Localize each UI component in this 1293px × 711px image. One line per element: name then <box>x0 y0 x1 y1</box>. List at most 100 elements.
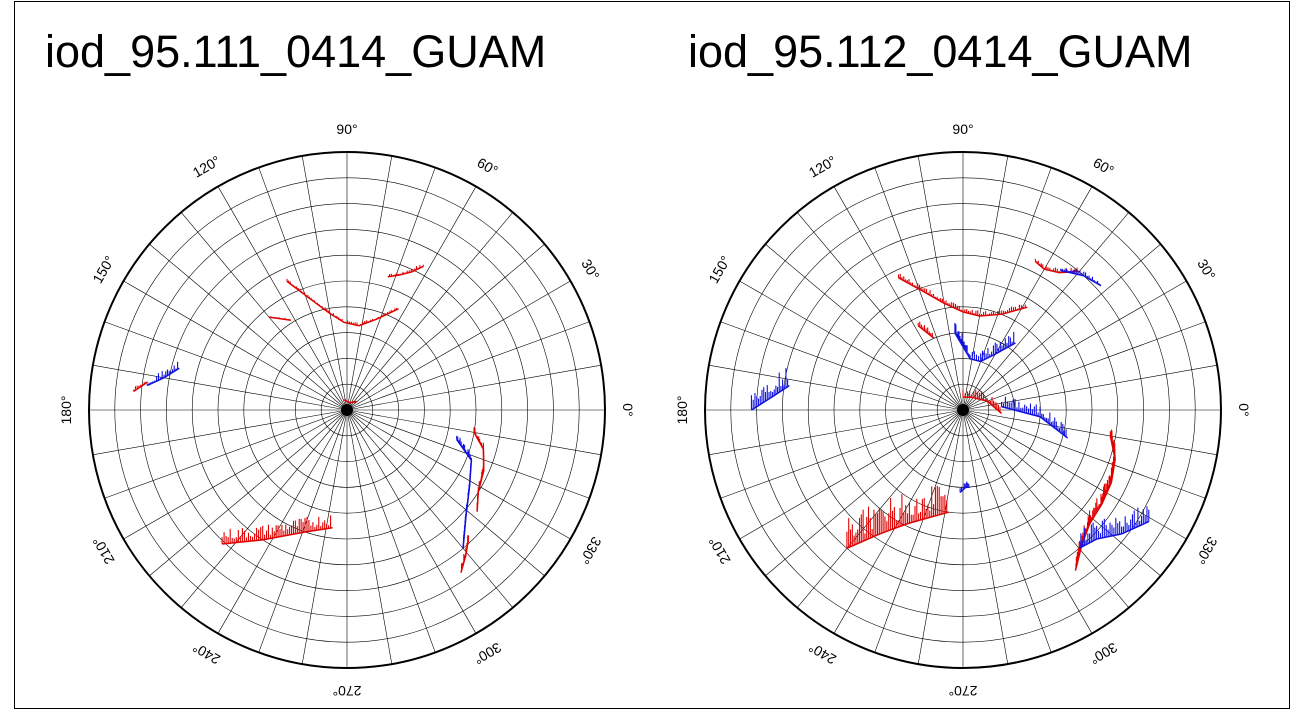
negative-track <box>750 368 790 411</box>
grid-spoke <box>346 409 545 577</box>
grid-spoke <box>217 409 348 634</box>
negative-track <box>954 322 1016 363</box>
grid-spoke <box>180 409 348 608</box>
grid-spoke <box>962 212 1130 411</box>
center-dot <box>341 404 353 416</box>
grid-spoke <box>833 186 964 411</box>
grid-spoke <box>962 243 1161 411</box>
chart-title-right: iod_95.112_0414_GUAM <box>688 26 1193 77</box>
angle-tick-label: 60° <box>474 154 500 178</box>
grid-spoke <box>917 155 964 411</box>
angle-tick-label: 90° <box>336 121 357 137</box>
grid-spoke <box>739 409 964 540</box>
grid-spoke <box>962 321 1206 411</box>
angle-tick-label: 0° <box>1236 403 1252 416</box>
grid-spoke <box>720 409 964 499</box>
grid-spoke <box>962 409 1130 608</box>
grid-spoke <box>962 186 1093 411</box>
grid-spoke <box>104 409 348 499</box>
negative-track <box>959 481 970 494</box>
grid-spoke <box>346 409 393 665</box>
angle-tick-label: 270° <box>949 683 978 699</box>
angle-tick-label: 210° <box>705 534 733 567</box>
grid-spoke <box>149 243 348 411</box>
positive-track <box>460 535 470 573</box>
grid-spoke <box>720 321 964 411</box>
angle-tick-label: 30° <box>1194 256 1218 282</box>
grid-spoke <box>258 167 348 411</box>
grid-spoke <box>708 409 964 456</box>
polar-grid <box>705 152 1221 668</box>
grid-spoke <box>346 364 602 411</box>
grid-spoke <box>180 212 348 411</box>
grid-spoke <box>217 186 348 411</box>
angle-tick-label: 330° <box>1192 534 1220 567</box>
grid-spoke <box>346 280 571 411</box>
grid-spoke <box>796 212 964 411</box>
grid-spoke <box>796 409 964 608</box>
angle-tick-label: 60° <box>1090 154 1116 178</box>
positive-track <box>387 264 424 278</box>
positive-track <box>473 427 485 512</box>
grid-spoke <box>962 409 1161 577</box>
grid-spoke <box>149 409 348 577</box>
angle-tick-label: 300° <box>471 639 504 667</box>
track-line <box>286 280 399 327</box>
positive-track <box>962 389 1003 414</box>
positive-track <box>1074 429 1116 571</box>
grid-spoke <box>739 280 964 411</box>
grid-spoke <box>92 364 348 411</box>
grid-spoke <box>123 280 348 411</box>
negative-track <box>1060 268 1102 287</box>
grid-spoke <box>765 409 964 577</box>
angle-tick-label: 270° <box>333 683 362 699</box>
negative-track <box>146 361 180 387</box>
angle-tick-label: 150° <box>89 253 117 286</box>
grid-spoke <box>346 409 436 653</box>
angle-tick-label: 30° <box>578 256 602 282</box>
grid-spoke <box>874 409 964 653</box>
angle-tick-label: 180° <box>674 396 690 425</box>
grid-spoke <box>123 409 348 540</box>
grid-spoke <box>92 409 348 456</box>
angle-tick-label: 0° <box>620 403 636 416</box>
grid-spoke <box>346 409 477 634</box>
grid-spoke <box>962 409 1009 665</box>
grid-spoke <box>962 155 1009 411</box>
polar-border <box>88 151 606 669</box>
positive-track <box>846 485 949 550</box>
polar-border <box>704 151 1222 669</box>
polar-chart-left: 0° 30° 60° 90° 120° 150° 180° 210° 240° 270° 300° 3… <box>58 121 636 699</box>
grid-spoke <box>346 212 514 411</box>
negative-track <box>456 435 473 549</box>
grid-spoke <box>708 364 964 411</box>
chart-title-left: iod_95.111_0414_GUAM <box>45 26 547 77</box>
track-line <box>1078 520 1150 550</box>
polar-grid <box>89 152 605 668</box>
grid-spoke <box>962 409 1052 653</box>
grid-spoke <box>346 243 545 411</box>
angle-tick-label: 300° <box>1087 639 1120 667</box>
grid-spoke <box>301 409 348 665</box>
grid-spoke <box>962 167 1052 411</box>
grid-spoke <box>962 280 1187 411</box>
positive-track <box>897 273 1028 317</box>
grid-spoke <box>104 321 348 411</box>
positive-track <box>268 316 292 322</box>
polar-chart-right: 0° 30° 60° 90° 120° 150° 180° 210° 240° 270° 300° 3… <box>674 121 1252 699</box>
angle-tick-label: 210° <box>89 534 117 567</box>
positive-track <box>917 321 935 339</box>
positive-track <box>221 515 333 545</box>
negative-track <box>1001 396 1069 439</box>
angle-tick-label: 90° <box>952 121 973 137</box>
negative-track <box>1078 506 1150 550</box>
figure-frame: iod_95.111_0414_GUAM iod_95.112_0414_GUA… <box>14 1 1290 709</box>
grid-spoke <box>962 409 1218 456</box>
grid-spoke <box>917 409 964 665</box>
grid-spoke <box>346 155 393 411</box>
positive-track <box>286 278 399 327</box>
grid-spoke <box>346 186 477 411</box>
center-dot <box>957 404 969 416</box>
grid-spoke <box>346 321 590 411</box>
